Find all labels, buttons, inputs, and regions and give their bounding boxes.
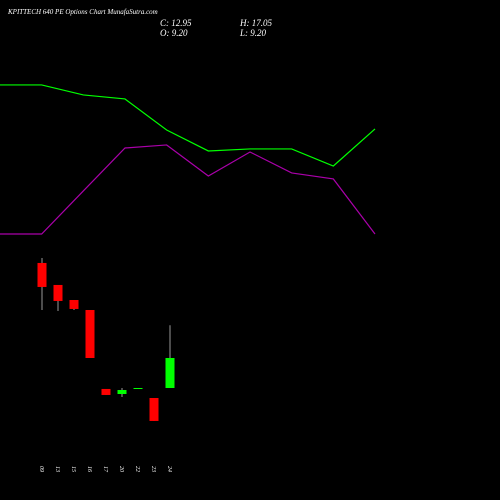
x-tick-label: 22 <box>134 466 140 472</box>
low-label: L: 9.20 <box>239 28 267 38</box>
candle-body <box>69 300 79 309</box>
x-tick-label: 16 <box>86 466 92 472</box>
candle-body <box>165 358 175 388</box>
x-tick-label: 09 <box>38 466 44 472</box>
candle-body <box>37 262 47 287</box>
x-tick-label: 17 <box>102 466 108 473</box>
close-label: C: 12.95 <box>160 18 192 28</box>
line-series <box>0 84 376 167</box>
candle-body <box>85 310 95 358</box>
high-label: H: 17.05 <box>239 18 272 28</box>
line-series <box>0 144 376 235</box>
x-tick-label: 13 <box>54 466 60 472</box>
candle-body <box>133 388 143 389</box>
chart-title: KPITTECH 640 PE Options Chart MunafaSutr… <box>7 8 158 16</box>
candle-body <box>101 388 111 395</box>
open-label: O: 9.20 <box>160 28 188 38</box>
x-tick-label: 23 <box>150 466 156 472</box>
x-tick-label: 24 <box>166 466 173 472</box>
x-tick-label: 15 <box>70 466 76 472</box>
candle-body <box>117 390 127 394</box>
candle-body <box>53 284 63 301</box>
x-tick-label: 20 <box>118 466 124 472</box>
candle-body <box>149 398 159 421</box>
